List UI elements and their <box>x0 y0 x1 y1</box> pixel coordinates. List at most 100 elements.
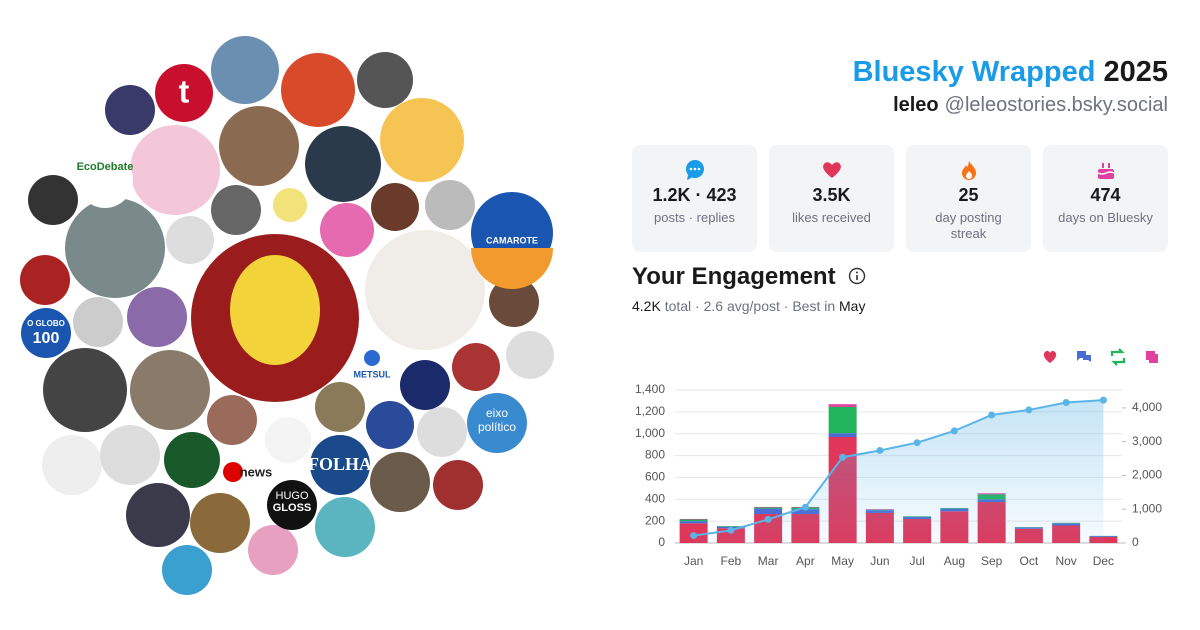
stat-card: 3.5K likes received <box>769 145 894 252</box>
avatar[interactable] <box>506 331 554 379</box>
avatar[interactable] <box>265 417 311 463</box>
line-point <box>1025 406 1033 414</box>
avatar[interactable] <box>281 53 355 127</box>
avatar[interactable] <box>130 350 210 430</box>
avatar-logo-text: news <box>240 464 273 479</box>
avatar[interactable] <box>248 525 298 575</box>
avatar-logo-text: FOLHA <box>308 454 372 474</box>
line-point <box>727 526 735 534</box>
icon-flame <box>962 161 976 180</box>
avatar[interactable] <box>305 126 381 202</box>
avatar[interactable] <box>273 188 307 222</box>
avatar[interactable] <box>489 277 539 327</box>
avatar[interactable] <box>425 180 475 230</box>
stat-value: 3.5K <box>812 185 851 205</box>
y2-tick-label: 1,000 <box>1132 501 1162 515</box>
info-icon[interactable] <box>848 267 866 285</box>
stat-value: 1.2K · 423 <box>652 185 737 205</box>
avatar[interactable] <box>20 255 70 305</box>
avatar-logo-text: O GLOBO <box>27 319 65 328</box>
avatar-logo-text: HUGO <box>276 490 309 502</box>
avatar[interactable] <box>42 435 102 495</box>
avatar-logo-text: EcoDebate <box>77 161 134 173</box>
avatar[interactable] <box>190 493 250 553</box>
x-tick-label: Nov <box>1055 554 1076 568</box>
line-point <box>988 411 996 419</box>
engagement-summary: 4.2K total · 2.6 avg/post · Best in May <box>632 298 865 314</box>
avatar[interactable] <box>400 360 450 410</box>
avatar[interactable] <box>100 425 160 485</box>
avatar[interactable] <box>267 480 317 530</box>
avatar[interactable] <box>211 185 261 235</box>
avatar[interactable] <box>433 460 483 510</box>
handle: @leleostories.bsky.social <box>944 94 1168 116</box>
avatar[interactable] <box>310 435 370 495</box>
avatar[interactable] <box>73 297 123 347</box>
title-brand: Bluesky Wrapped <box>852 56 1096 88</box>
avatar[interactable] <box>357 52 413 108</box>
avatar[interactable] <box>65 198 165 298</box>
stat-card: 25 day posting streak <box>906 145 1031 252</box>
avatar[interactable] <box>365 230 485 350</box>
avatar[interactable] <box>28 175 78 225</box>
bar-segment <box>754 507 783 509</box>
avatar-logo-text: METSUL <box>354 369 392 379</box>
engagement-chart: 0 200 400 600 800 1,000 1,200 1,400 0 1,000 2,000 3… <box>635 348 1162 568</box>
avatar[interactable] <box>315 497 375 557</box>
x-tick-label: Jul <box>909 554 924 568</box>
avatar[interactable] <box>21 308 71 358</box>
x-tick-label: Sep <box>981 554 1003 568</box>
avatar[interactable] <box>467 393 527 453</box>
profile: leleo @leleostories.bsky.social <box>893 94 1168 117</box>
avatar[interactable] <box>43 348 127 432</box>
y2-tick-label: 4,000 <box>1132 400 1162 414</box>
avatar[interactable] <box>126 483 190 547</box>
avatar-logo-text: político <box>478 420 516 434</box>
y2-tick-label: 2,000 <box>1132 468 1162 482</box>
avatar[interactable] <box>77 152 133 208</box>
x-tick-label: Dec <box>1093 554 1114 568</box>
bar-segment <box>716 526 745 527</box>
icon-heart <box>823 162 841 178</box>
avatar[interactable] <box>452 343 500 391</box>
avatar[interactable] <box>127 287 187 347</box>
x-tick-label: Feb <box>721 554 742 568</box>
avatar[interactable] <box>366 401 414 449</box>
line-area <box>693 400 1104 543</box>
avatar[interactable] <box>315 382 365 432</box>
display-name: leleo <box>893 94 939 116</box>
stat-value: 25 <box>958 185 979 205</box>
y-tick-label: 0 <box>658 535 665 549</box>
avatar[interactable] <box>211 36 279 104</box>
stat-value: 474 <box>1090 185 1121 205</box>
line-point <box>913 439 921 447</box>
avatar[interactable] <box>417 407 467 457</box>
avatar[interactable] <box>155 64 213 122</box>
line-point <box>876 446 884 454</box>
avatar[interactable] <box>166 216 214 264</box>
avatar[interactable] <box>370 452 430 512</box>
title-year: 2025 <box>1103 56 1168 88</box>
avatar[interactable] <box>164 432 220 488</box>
avatar[interactable] <box>380 98 464 182</box>
avatar[interactable] <box>130 125 220 215</box>
avatar[interactable] <box>371 183 419 231</box>
line-point <box>1062 398 1070 406</box>
y2-tick-label: 0 <box>1132 535 1139 549</box>
x-tick-label: Oct <box>1020 554 1039 568</box>
x-tick-label: Jun <box>870 554 889 568</box>
legend-icon <box>1110 348 1126 366</box>
avatar-art <box>230 255 320 365</box>
stat-label: days on Bluesky <box>1058 210 1153 225</box>
legend-icon <box>1043 350 1057 363</box>
avatar[interactable] <box>207 395 257 445</box>
avatar[interactable] <box>162 545 212 595</box>
avatar[interactable] <box>219 106 299 186</box>
avatar[interactable] <box>105 85 155 135</box>
legend-icon <box>1077 351 1091 362</box>
bar-segment <box>828 406 857 434</box>
avatar[interactable] <box>219 444 275 500</box>
legend-icon <box>1146 351 1158 363</box>
bar-segment <box>754 506 783 508</box>
avatar[interactable] <box>320 203 374 257</box>
